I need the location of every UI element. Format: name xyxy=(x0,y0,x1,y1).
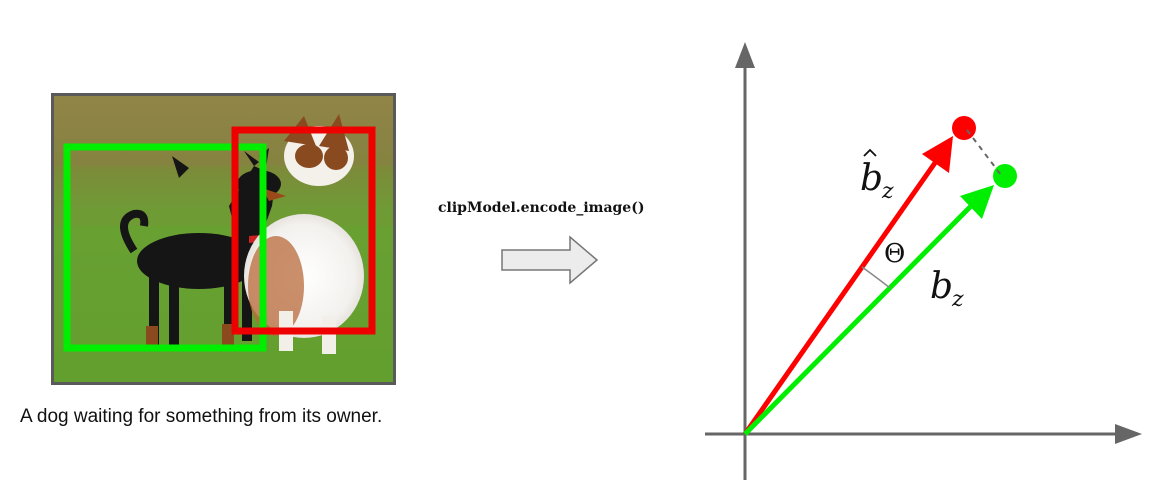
encode-image-label: clipModel.encode_image() xyxy=(438,200,645,216)
b-subscript: z xyxy=(951,287,964,312)
y-axis-arrowhead xyxy=(735,42,755,68)
x-axis-arrowhead xyxy=(1115,424,1142,444)
papillon-dog xyxy=(244,114,364,354)
b-arrowhead xyxy=(960,185,994,219)
b-hat-arrowhead xyxy=(922,136,953,173)
red-bounding-box xyxy=(231,126,376,335)
b-vector xyxy=(743,200,977,436)
b-hat-label: b xyxy=(860,158,883,199)
green-bounding-box xyxy=(63,143,267,352)
embedding-vector-plot: Θ b z b z xyxy=(705,42,1142,480)
b-label: b xyxy=(930,266,953,307)
theta-label: Θ xyxy=(884,239,905,269)
b-hat-point xyxy=(952,116,976,140)
dog-photo-illustration xyxy=(54,96,393,382)
angle-arc xyxy=(861,266,891,289)
b-hat-vector xyxy=(742,158,940,436)
hat-accent xyxy=(863,148,877,157)
right-arrow-icon xyxy=(501,235,599,285)
b-hat-subscript: z xyxy=(881,179,894,204)
image-caption: A dog waiting for something from its own… xyxy=(20,406,383,427)
b-point xyxy=(993,164,1017,188)
dog-photo xyxy=(51,93,396,385)
